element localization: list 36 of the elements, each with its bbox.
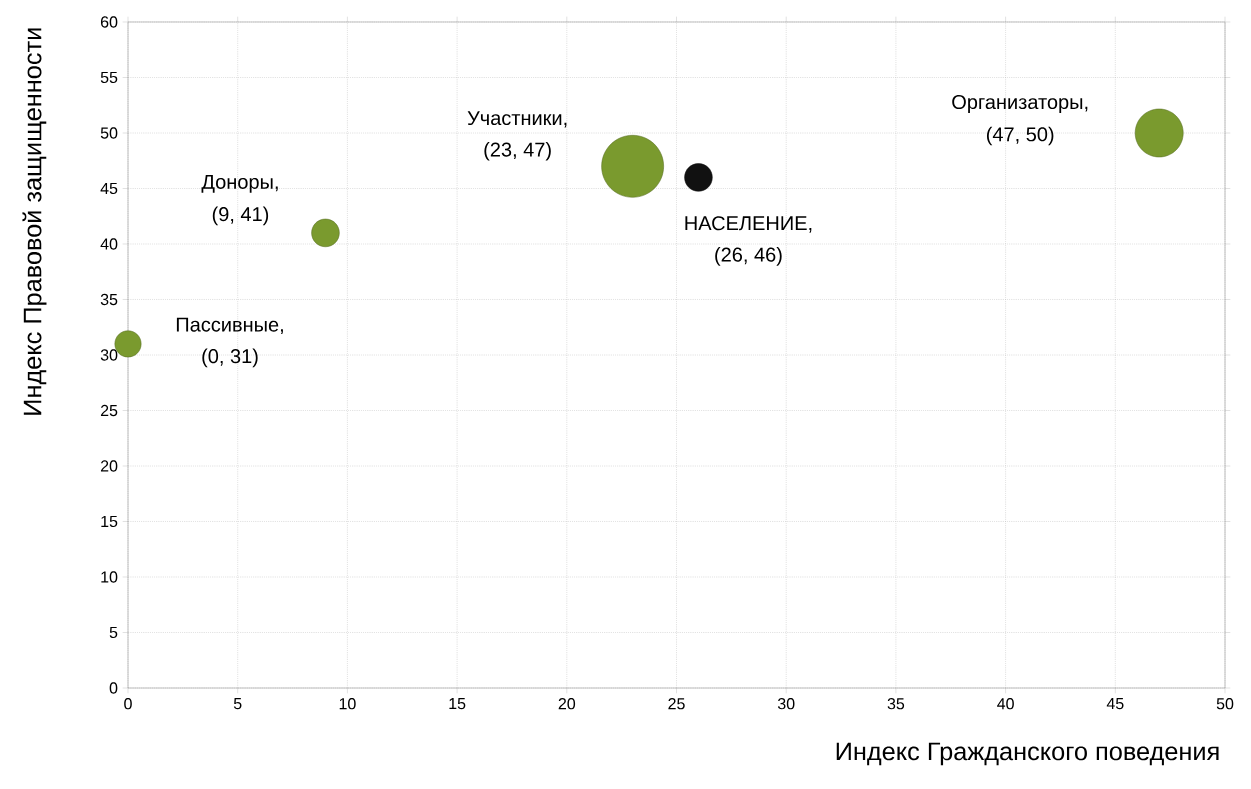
annotation: Организаторы, [952,94,1088,114]
x-tick-label: 30 [777,698,795,710]
x-tick-label: 15 [449,698,466,710]
y-tick-label: 25 [100,404,118,417]
x-tick-label: 25 [668,698,685,710]
annotation: НАСЕЛЕНИЕ, [685,216,812,233]
x-tick-label: 50 [1216,698,1234,710]
y-tick-label: 30 [100,349,118,361]
x-tick-label: 0 [124,698,132,710]
x-tick-label: 35 [887,698,905,710]
annotation: (9, 41) [212,206,269,226]
y-tick-label: 40 [100,238,118,250]
x-tick-label: 20 [558,698,576,710]
annotation: Доноры, [201,174,278,193]
annotation: Пассивные, [176,317,283,335]
annotation: (23, 47) [484,141,551,161]
x-tick-label: 10 [339,698,356,710]
x-tick-label: 5 [233,698,242,710]
y-tick-label: 55 [100,71,118,84]
y-tick-label: 60 [100,16,118,28]
x-tick-label: 45 [1106,698,1124,710]
y-axis-title: Индекс Правовой защищенности [22,28,47,415]
y-tick-label: 50 [100,127,118,139]
y-tick-label: 35 [100,293,118,306]
y-tick-label: 15 [101,515,118,528]
annotation: (0, 31) [202,348,258,368]
x-axis-title: Индекс Гражданского поведения [836,742,1219,766]
y-tick-label: 20 [100,460,118,472]
x-tick-label: 40 [997,698,1014,710]
y-tick-label: 0 [109,682,118,694]
annotation: (47, 50) [986,126,1054,146]
annotation: Участники, [467,111,567,128]
y-tick-label: 10 [101,571,118,583]
y-tick-label: 5 [109,626,118,639]
y-tick-label: 45 [100,182,118,195]
annotation: (26, 46) [715,247,782,266]
